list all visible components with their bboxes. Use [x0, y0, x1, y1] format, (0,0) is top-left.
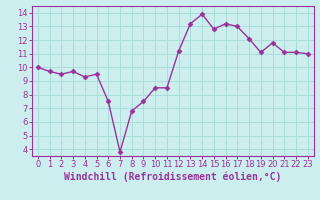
X-axis label: Windchill (Refroidissement éolien,°C): Windchill (Refroidissement éolien,°C) [64, 172, 282, 182]
